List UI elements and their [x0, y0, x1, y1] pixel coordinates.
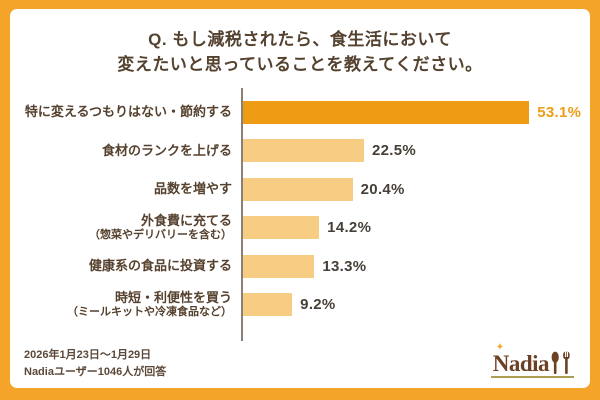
question-title: Q. もし減税されたら、食生活において 変えたいと思っていることを教えてください… [10, 9, 590, 77]
bar [242, 100, 530, 124]
question-title-line1: Q. もし減税されたら、食生活において [148, 30, 452, 49]
bar-track: 13.3% [241, 254, 580, 278]
survey-period: 2026年1月23日～1月29日 [24, 348, 152, 361]
survey-meta: 2026年1月23日～1月29日 Nadiaユーザー1046人が回答 [24, 347, 166, 382]
category-label-main: 時短・利便性を買う [114, 289, 232, 305]
category-label-sub: （ミールキットや冷凍食品など） [67, 306, 232, 318]
category-label: 食材のランクを上げる [101, 142, 232, 158]
bar [242, 139, 364, 163]
category-label-sub: （惣菜やデリバリーを含む） [89, 229, 232, 241]
cutlery-icon [551, 351, 570, 374]
question-title-line2: 変えたいと思っていることを教えてください。 [117, 54, 483, 74]
bar [242, 293, 293, 317]
category-label: 時短・利便性を買う （ミールキットや冷凍食品など） [10, 290, 241, 320]
bar-track: 20.4% [241, 177, 580, 201]
category-label: 健康系の食品に投資する [88, 258, 232, 274]
category-label: 外食費に充てる （惣菜やデリバリーを含む） [10, 213, 241, 243]
survey-respondents: Nadiaユーザー1046人が回答 [24, 366, 167, 379]
star-icon: ✦ [495, 342, 504, 353]
chart-row: 健康系の食品に投資する 13.3% [10, 247, 580, 286]
category-label: 品数を増やす [153, 181, 232, 197]
nadia-wordmark: Nadia [492, 351, 550, 376]
bar-track: 53.1% [241, 100, 582, 124]
axis-line [241, 88, 243, 341]
category-label: 特に変えるつもりはない・節約する [24, 104, 232, 120]
chart-row: 特に変えるつもりはない・節約する 53.1% [10, 93, 582, 132]
bar-value: 14.2% [327, 219, 372, 237]
chart-row: 時短・利便性を買う （ミールキットや冷凍食品など） 9.2% [10, 286, 580, 325]
bar-value: 20.4% [360, 180, 405, 198]
nadia-logo: ✦ Nadia [490, 343, 574, 378]
bar-track: 22.5% [241, 139, 580, 163]
bar-value: 22.5% [372, 142, 417, 160]
category-label-main: 外食費に充てる [140, 212, 232, 228]
chart-card: Q. もし減税されたら、食生活において 変えたいと思っていることを教えてください… [10, 9, 590, 388]
bar-value: 9.2% [300, 296, 336, 314]
bar [242, 177, 353, 201]
nadia-logo-text: ✦ Nadia [492, 343, 550, 376]
bar [242, 254, 315, 278]
bar-track: 9.2% [241, 293, 580, 317]
bar-track: 14.2% [241, 216, 580, 240]
chart-row: 外食費に充てる （惣菜やデリバリーを含む） 14.2% [10, 209, 580, 248]
chart-row: 食材のランクを上げる 22.5% [10, 132, 580, 171]
chart-row: 品数を増やす 20.4% [10, 170, 580, 209]
bar-value: 53.1% [537, 103, 582, 121]
bar-value: 13.3% [322, 257, 367, 275]
bar [242, 216, 320, 240]
bar-chart: 特に変えるつもりはない・節約する 53.1% 食材のランクを上げる 22.5% … [10, 88, 582, 341]
